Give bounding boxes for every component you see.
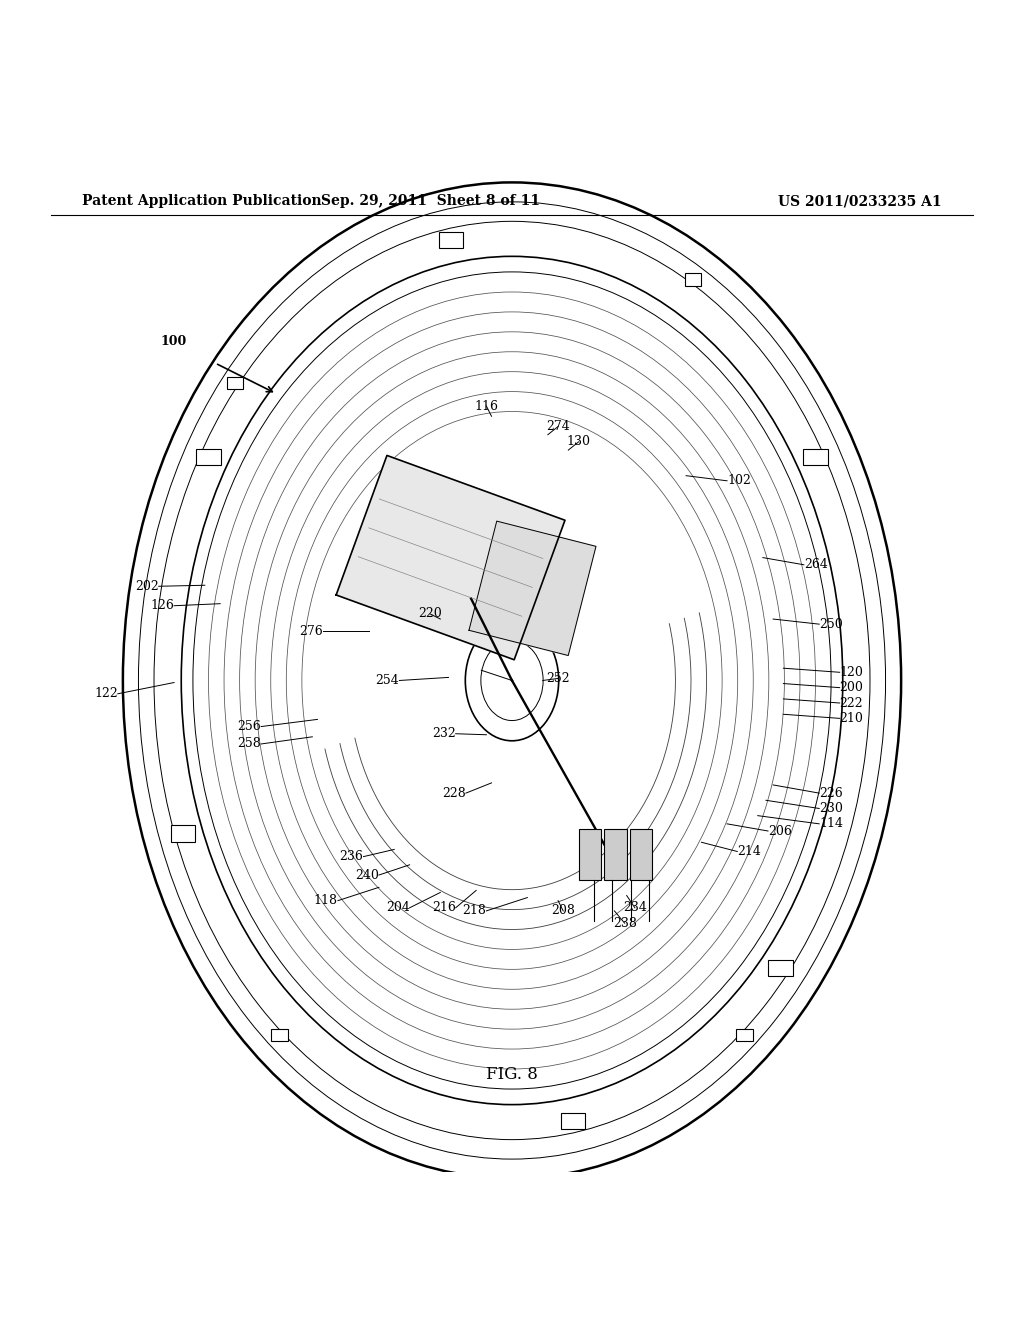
Text: 228: 228	[442, 787, 466, 800]
Text: 226: 226	[819, 787, 843, 800]
Text: 120: 120	[840, 665, 863, 678]
Text: US 2011/0233235 A1: US 2011/0233235 A1	[778, 194, 942, 209]
Text: 238: 238	[612, 916, 637, 929]
FancyBboxPatch shape	[171, 825, 196, 842]
Text: 118: 118	[314, 894, 338, 907]
Text: 258: 258	[238, 738, 261, 751]
Text: 222: 222	[840, 697, 863, 710]
Text: 220: 220	[418, 607, 442, 620]
Text: 216: 216	[432, 902, 456, 915]
FancyBboxPatch shape	[560, 1113, 585, 1130]
FancyBboxPatch shape	[439, 231, 464, 248]
FancyBboxPatch shape	[226, 376, 243, 389]
Text: Patent Application Publication: Patent Application Publication	[82, 194, 322, 209]
Text: 234: 234	[623, 902, 647, 915]
Text: 206: 206	[768, 825, 792, 837]
Text: 100: 100	[161, 335, 187, 347]
Text: 218: 218	[463, 904, 486, 917]
Text: 264: 264	[804, 558, 827, 572]
Text: 200: 200	[840, 681, 863, 694]
Text: 114: 114	[819, 817, 843, 830]
Polygon shape	[336, 455, 565, 660]
FancyBboxPatch shape	[803, 449, 827, 465]
Text: 250: 250	[819, 618, 843, 631]
Text: Sep. 29, 2011  Sheet 8 of 11: Sep. 29, 2011 Sheet 8 of 11	[321, 194, 540, 209]
FancyBboxPatch shape	[630, 829, 652, 880]
Text: 202: 202	[135, 579, 159, 593]
Text: 214: 214	[737, 845, 761, 858]
FancyBboxPatch shape	[685, 273, 701, 285]
Text: 208: 208	[551, 904, 575, 917]
FancyBboxPatch shape	[604, 829, 627, 880]
Text: 276: 276	[299, 624, 323, 638]
FancyBboxPatch shape	[197, 449, 221, 465]
Text: 254: 254	[376, 675, 399, 686]
Text: 122: 122	[94, 688, 118, 701]
FancyBboxPatch shape	[768, 960, 793, 977]
FancyBboxPatch shape	[271, 1030, 288, 1041]
Text: 102: 102	[727, 474, 751, 487]
Text: 210: 210	[840, 711, 863, 725]
Text: 236: 236	[340, 850, 364, 863]
Text: 252: 252	[546, 672, 570, 685]
Text: 204: 204	[386, 902, 410, 915]
Polygon shape	[469, 521, 596, 656]
Text: 126: 126	[151, 599, 174, 612]
FancyBboxPatch shape	[736, 1030, 753, 1041]
Text: 116: 116	[474, 400, 499, 413]
Text: 232: 232	[432, 727, 456, 741]
Text: 130: 130	[566, 436, 591, 449]
Text: 240: 240	[355, 869, 379, 882]
Text: 274: 274	[546, 420, 570, 433]
Text: 256: 256	[238, 721, 261, 733]
FancyBboxPatch shape	[579, 829, 601, 880]
Text: FIG. 8: FIG. 8	[486, 1067, 538, 1084]
Text: 230: 230	[819, 803, 843, 814]
